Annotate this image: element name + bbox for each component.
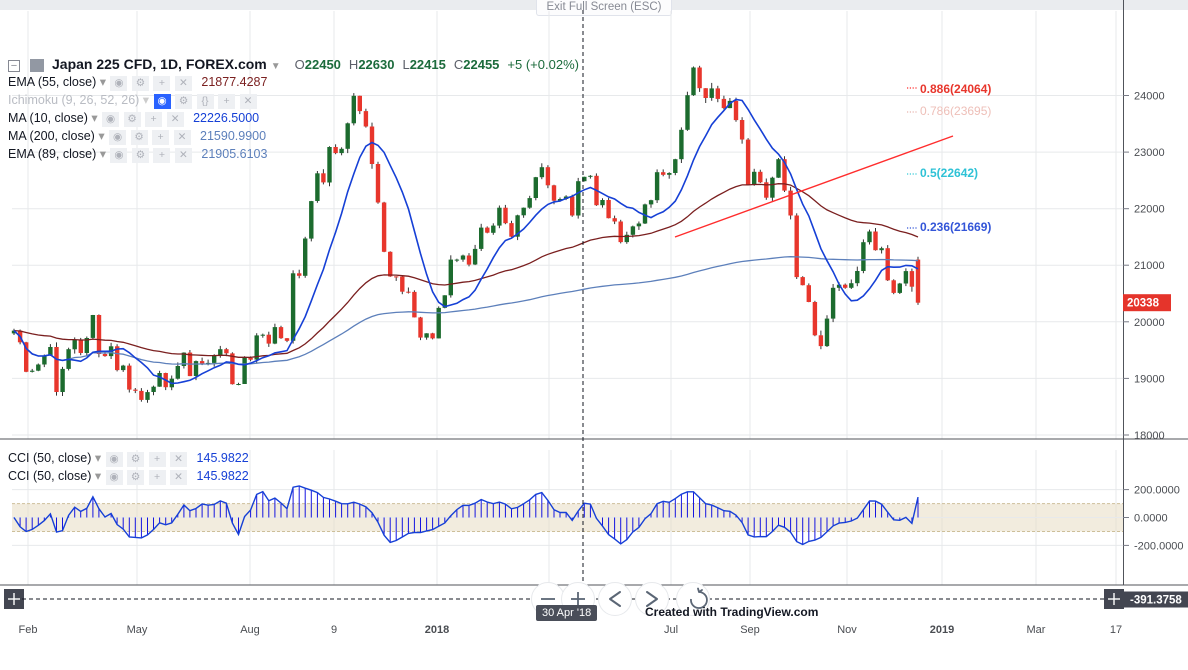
svg-text:2019: 2019 — [930, 624, 954, 636]
svg-text:23000: 23000 — [1134, 147, 1165, 159]
svg-text:-391.3758: -391.3758 — [1130, 595, 1182, 607]
svg-text:Jul: Jul — [664, 624, 678, 636]
svg-text:-200.0000: -200.0000 — [1134, 540, 1184, 552]
svg-text:May: May — [127, 624, 148, 636]
svg-text:200.0000: 200.0000 — [1134, 485, 1180, 497]
svg-text:17: 17 — [1110, 624, 1122, 636]
svg-text:18000: 18000 — [1134, 430, 1165, 442]
svg-text:Mar: Mar — [1027, 624, 1046, 636]
svg-text:9: 9 — [331, 624, 337, 636]
svg-text:0.0000: 0.0000 — [1134, 513, 1168, 525]
svg-text:Nov: Nov — [837, 624, 857, 636]
svg-text:22000: 22000 — [1134, 204, 1165, 216]
svg-text:20338: 20338 — [1127, 298, 1160, 310]
svg-text:19000: 19000 — [1134, 373, 1165, 385]
svg-text:2018: 2018 — [425, 624, 449, 636]
svg-text:Aug: Aug — [240, 624, 260, 636]
svg-text:Feb: Feb — [19, 624, 38, 636]
svg-text:Sep: Sep — [740, 624, 760, 636]
svg-text:24000: 24000 — [1134, 91, 1165, 103]
svg-text:21000: 21000 — [1134, 260, 1165, 272]
svg-text:20000: 20000 — [1134, 317, 1165, 329]
